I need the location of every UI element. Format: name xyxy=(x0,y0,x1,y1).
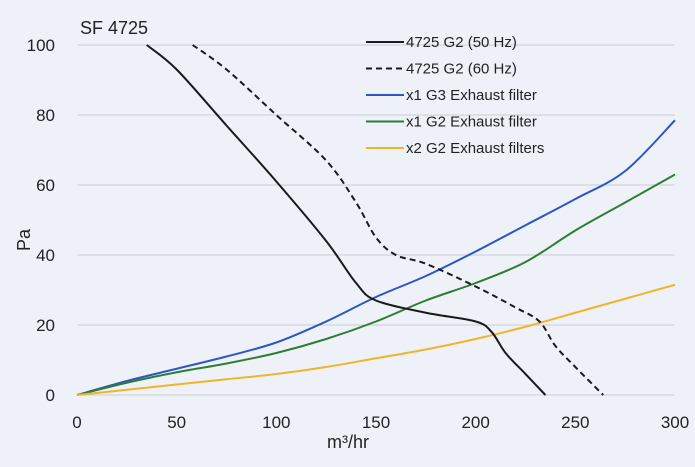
y-axis-title: Pa xyxy=(14,228,34,251)
y-tick-label: 40 xyxy=(36,246,55,265)
x-tick-label: 50 xyxy=(167,413,186,432)
series-line-5 xyxy=(76,283,676,396)
series-line-1 xyxy=(146,44,547,396)
legend: 4725 G2 (50 Hz) 4725 G2 (60 Hz) x1 G3 Exha… xyxy=(366,34,544,157)
x-tick-label: 200 xyxy=(461,413,489,432)
legend-label: x1 G3 Exhaust filter xyxy=(406,87,537,104)
x-tick-label: 0 xyxy=(72,413,81,432)
series-lines xyxy=(76,44,676,396)
y-tick-label: 80 xyxy=(36,106,55,125)
x-tick-label: 150 xyxy=(362,413,390,432)
x-tick-label: 300 xyxy=(661,413,689,432)
y-tick-label: 0 xyxy=(46,386,55,405)
legend-label: 4725 G2 (50 Hz) xyxy=(406,34,517,51)
legend-label: 4725 G2 (60 Hz) xyxy=(406,61,517,78)
legend-label: x1 G2 Exhaust filter xyxy=(406,114,537,131)
series-line-4 xyxy=(76,173,676,396)
x-tick-label: 100 xyxy=(262,413,290,432)
x-axis-title: m³/hr xyxy=(327,432,369,452)
gridlines xyxy=(77,44,675,396)
legend-label: x2 G2 Exhaust filters xyxy=(406,140,544,157)
x-tick-label: 250 xyxy=(561,413,589,432)
series-line-3 xyxy=(76,119,676,396)
y-tick-label: 20 xyxy=(36,316,55,335)
chart-title: SF 4725 xyxy=(80,18,148,38)
axes: 0 20 40 60 80 100 0 50 100 150 200 250 300 xyxy=(27,36,690,432)
y-tick-label: 100 xyxy=(27,36,55,55)
y-tick-label: 60 xyxy=(36,176,55,195)
series-line-2 xyxy=(192,44,604,396)
